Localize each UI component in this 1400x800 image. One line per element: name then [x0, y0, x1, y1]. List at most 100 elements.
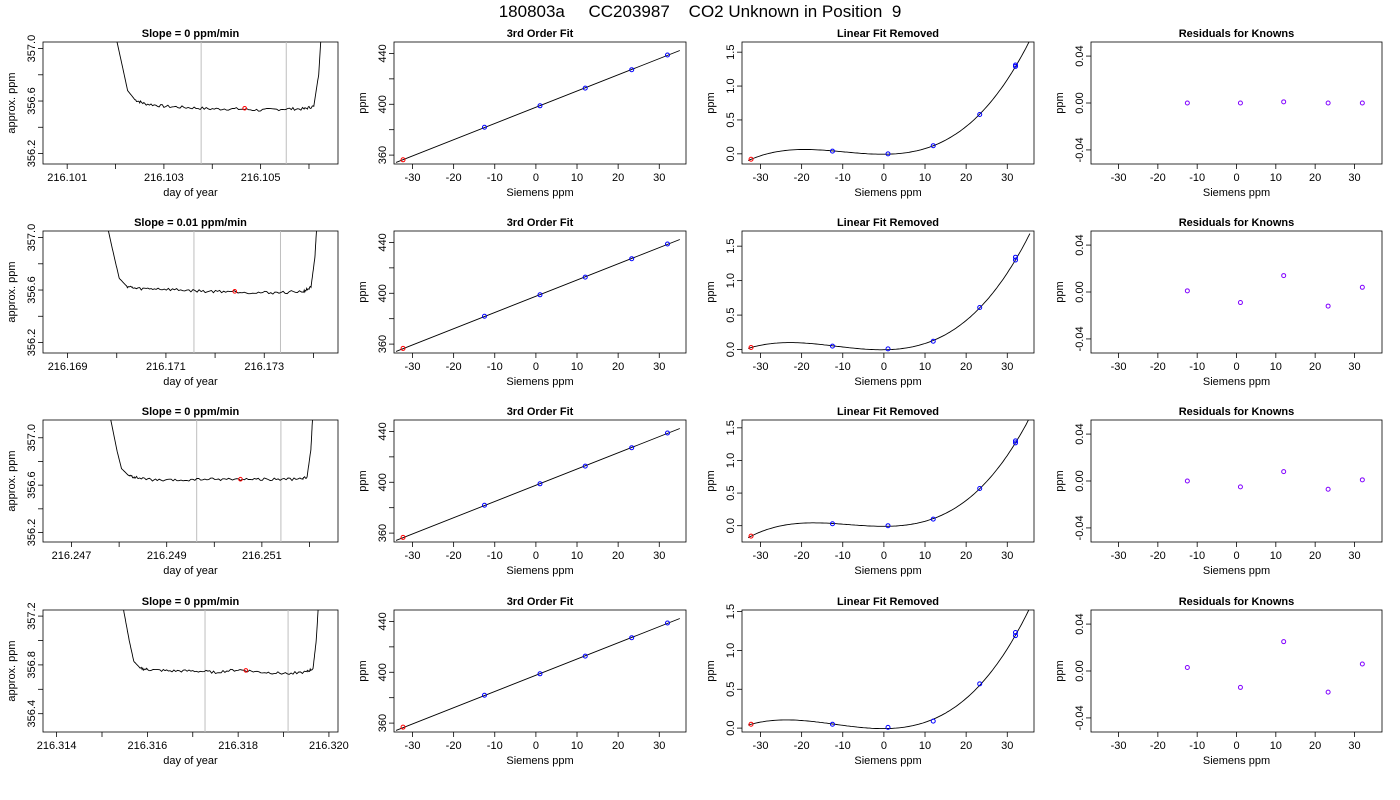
x-tick-label: -10 — [835, 740, 851, 752]
y-tick-label: 357.0 — [26, 35, 38, 63]
plot-area — [1184, 273, 1365, 309]
known-point — [885, 346, 891, 352]
known-point — [829, 343, 835, 349]
x-tick-label: 20 — [960, 740, 972, 752]
known-point — [930, 143, 936, 149]
x-tick-label: 0 — [881, 361, 887, 373]
known-point — [664, 52, 670, 58]
plot-frame — [741, 419, 1035, 543]
x-tick-label: 0 — [881, 172, 887, 184]
plot-area — [110, 420, 313, 542]
x-tick-label: 216.171 — [146, 361, 186, 373]
plot-frame — [741, 230, 1035, 354]
known-point — [481, 124, 487, 130]
x-tick-label: -20 — [1150, 740, 1166, 752]
panel-4-1: Slope = 0 ppm/min 216.314 216.316 216.318 21… — [6, 596, 349, 767]
x-tick-label: 20 — [1309, 361, 1321, 373]
residual-point — [1325, 689, 1331, 695]
plot-frame — [1090, 419, 1383, 543]
y-axis-label: ppm — [357, 92, 369, 113]
y-tick-label: 0.04 — [1074, 45, 1086, 66]
x-tick-label: -20 — [446, 361, 462, 373]
x-tick-label: -30 — [405, 550, 421, 562]
unknown-point — [748, 156, 754, 162]
known-point — [664, 241, 670, 247]
x-tick-label: 0 — [533, 361, 539, 373]
residual-point — [1184, 664, 1190, 670]
panel-1-3: Linear Fit Removed -30 -20 -10 0 10 20 30 0.0 0.5… — [705, 28, 1035, 199]
known-point — [481, 502, 487, 508]
x-axis-label: Siemens ppm — [854, 565, 921, 577]
x-tick-label: 216.320 — [309, 740, 349, 752]
x-tick-label: 10 — [919, 361, 931, 373]
x-axis-label: Siemens ppm — [506, 755, 573, 767]
panel-title: Residuals for Knowns — [1179, 28, 1295, 40]
plot-frame — [42, 609, 339, 733]
panel-title: Residuals for Knowns — [1179, 596, 1295, 608]
x-tick-label: 0 — [1233, 172, 1239, 184]
unknown-point — [400, 534, 406, 540]
x-axis-label: Siemens ppm — [1203, 187, 1270, 199]
known-point — [977, 112, 983, 118]
x-tick-label: 0 — [533, 172, 539, 184]
y-tick-label: 360 — [377, 714, 389, 732]
y-tick-label: 1.5 — [725, 45, 737, 60]
x-tick-label: 20 — [612, 740, 624, 752]
y-tick-label: 0.00 — [1074, 470, 1086, 491]
panel-2-2: 3rd Order Fit -30 -20 -10 0 10 20 30 360 400 440 Si… — [357, 217, 687, 388]
panel-4-2: 3rd Order Fit -30 -20 -10 0 10 20 30 360 400 440 Si… — [357, 596, 687, 767]
panel-2-1: Slope = 0.01 ppm/min 216.169 216.171 216.17… — [6, 217, 339, 388]
x-tick-label: -30 — [1111, 550, 1127, 562]
residual-point — [1359, 477, 1365, 483]
x-tick-label: -10 — [487, 550, 503, 562]
plot-frame — [1090, 41, 1383, 165]
residual-point — [1184, 478, 1190, 484]
unknown-point — [748, 344, 754, 350]
panel-title: 3rd Order Fit — [507, 217, 574, 229]
x-tick-label: -30 — [753, 550, 769, 562]
x-tick-label: 216.173 — [244, 361, 284, 373]
known-point — [629, 67, 635, 73]
y-tick-label: 0.0 — [725, 146, 737, 161]
y-tick-label: 356.6 — [26, 87, 38, 115]
y-axis-label: ppm — [1054, 660, 1066, 681]
plot-area — [1184, 639, 1365, 695]
x-tick-label: -10 — [1189, 172, 1205, 184]
panel-title: Residuals for Knowns — [1179, 217, 1295, 229]
x-tick-label: 0 — [1233, 550, 1239, 562]
plot-area — [395, 428, 680, 541]
plot-area — [395, 239, 680, 352]
plot-area — [107, 231, 317, 353]
panel-2-4: Residuals for Knowns -30 -20 -10 0 10 20 30 -0.0… — [1054, 217, 1383, 388]
x-axis-label: day of year — [163, 376, 218, 388]
x-tick-label: -10 — [487, 740, 503, 752]
y-tick-label: 1.5 — [725, 604, 737, 619]
y-axis-label: approx. ppm — [6, 261, 18, 322]
x-tick-label: 20 — [612, 550, 624, 562]
x-tick-label: -20 — [794, 550, 810, 562]
x-tick-label: -20 — [446, 172, 462, 184]
known-point — [629, 635, 635, 641]
x-tick-label: 30 — [1348, 172, 1360, 184]
plot-frame — [42, 419, 339, 543]
x-tick-label: 10 — [919, 550, 931, 562]
unknown-point — [400, 724, 406, 730]
plot-frame — [741, 609, 1035, 733]
x-tick-label: -30 — [1111, 172, 1127, 184]
x-tick-label: 0 — [1233, 740, 1239, 752]
concentration-trace — [123, 610, 319, 675]
x-axis-label: Siemens ppm — [506, 187, 573, 199]
y-axis-label: ppm — [705, 470, 717, 491]
x-tick-label: 0 — [533, 550, 539, 562]
known-point — [664, 620, 670, 626]
x-tick-label: -20 — [1150, 550, 1166, 562]
unknown-point — [748, 533, 754, 539]
y-tick-label: 0.04 — [1074, 613, 1086, 634]
x-tick-label: 10 — [571, 550, 583, 562]
y-axis-label: ppm — [705, 660, 717, 681]
x-tick-label: -10 — [835, 550, 851, 562]
known-point — [1012, 254, 1018, 260]
x-tick-label: 216.316 — [128, 740, 168, 752]
residual-point — [1359, 661, 1365, 667]
